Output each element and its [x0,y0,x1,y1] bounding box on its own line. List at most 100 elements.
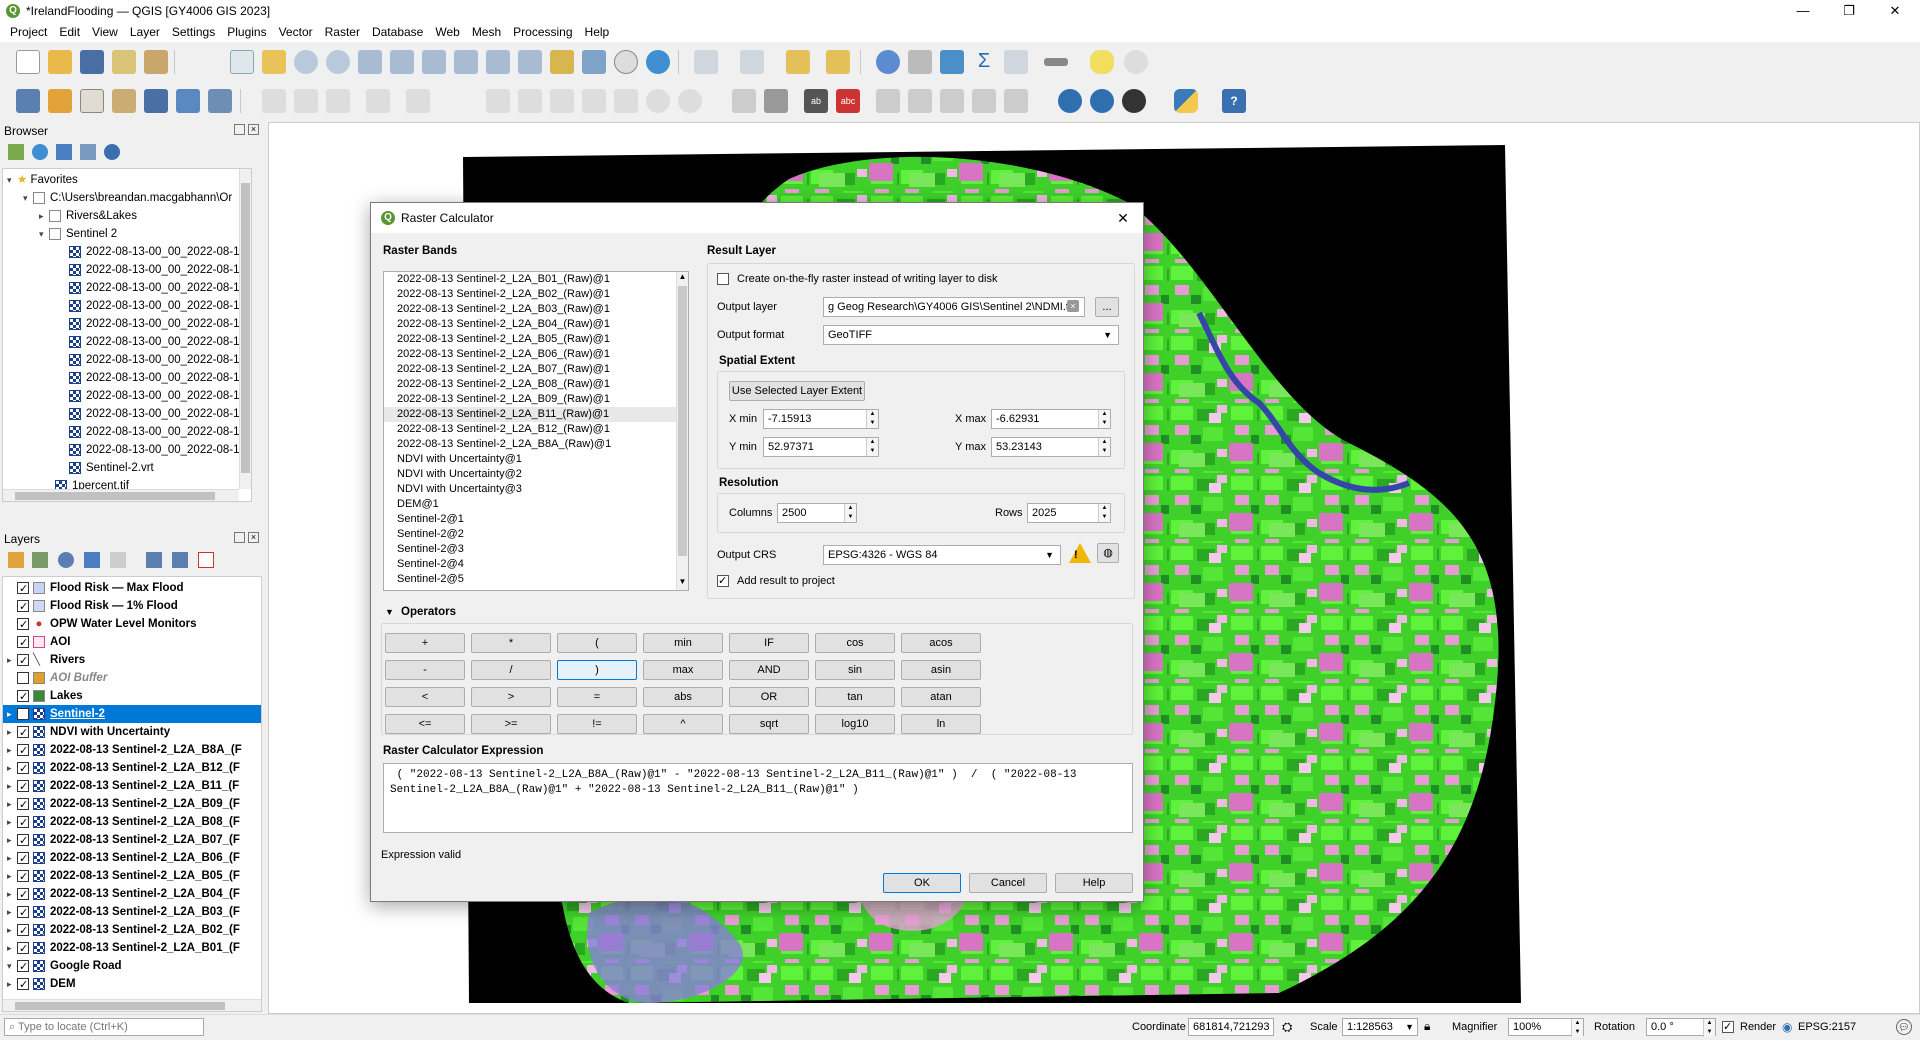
layer-item[interactable]: Flood Risk — Max Flood [7,579,261,597]
layer-visibility-checkbox[interactable] [17,922,29,939]
band-item[interactable]: Sentinel-2@1 [397,513,464,525]
layer-item[interactable]: ▾Google Road [7,957,261,975]
layer-visibility-checkbox[interactable] [17,778,29,795]
float-panel-icon[interactable] [234,124,245,135]
layer-visibility-checkbox[interactable] [17,671,29,684]
tree-item-raster-file[interactable]: 2022-08-13-00_00_2022-08-13 [69,405,246,423]
layer-item[interactable]: ▸2022-08-13 Sentinel-2_L2A_B01_(F [7,939,261,957]
menu-project[interactable]: Project [10,25,48,39]
layer-visibility-checkbox[interactable] [17,940,29,957]
deselect-icon[interactable] [786,50,810,74]
layer-item[interactable]: ▸2022-08-13 Sentinel-2_L2A_B11_(F [7,777,261,795]
tree-item-raster-file[interactable]: 2022-08-13-00_00_2022-08-13 [69,369,246,387]
band-item[interactable]: 2022-08-13 Sentinel-2_L2A_B08_(Raw)@1 [397,378,610,390]
layer-visibility-checkbox[interactable] [17,958,29,975]
add-result-checkbox[interactable]: ✓ [717,575,729,587]
browser-hscrollbar[interactable] [3,489,239,501]
render-checkbox[interactable]: ✓ [1722,1021,1734,1033]
open-project-icon[interactable] [48,50,72,74]
label-move-icon[interactable] [876,89,900,113]
new-virtual-layer-icon[interactable] [144,89,168,113]
label-show-hide-icon[interactable] [972,89,996,113]
operator-greater-equal-button[interactable]: >= [471,714,551,734]
copy-icon[interactable] [582,89,606,113]
metasearch-icon[interactable] [1058,89,1082,113]
layer-visibility-checkbox[interactable] [17,886,29,903]
layer-visibility-checkbox[interactable] [17,976,29,993]
menu-layer[interactable]: Layer [129,25,160,39]
rotation-input[interactable]: 0.0 ° ▲ ▼ [1646,1018,1716,1037]
band-item-hover[interactable]: 2022-08-13 Sentinel-2_L2A_B11_(Raw)@1 [384,407,688,422]
layer-visibility-checkbox[interactable] [17,706,29,723]
zoom-native-icon[interactable] [454,50,478,74]
tree-item-raster-file[interactable]: 2022-08-13-00_00_2022-08-13 [69,261,246,279]
tree-item-raster-file[interactable]: 2022-08-13-00_00_2022-08-13 [69,387,246,405]
tree-item-raster-file[interactable]: 2022-08-13-00_00_2022-08-13 [69,279,246,297]
filter-expression-icon[interactable] [110,552,126,568]
paste-icon[interactable] [614,89,638,113]
operator-less-equal-button[interactable]: <= [385,714,465,734]
add-feature-icon[interactable] [406,89,430,113]
messages-icon[interactable]: 💬︎ [1896,1019,1912,1035]
new-temp-layer-icon[interactable] [112,89,136,113]
tree-item-favorites[interactable]: ▾ ★ Favorites [7,174,78,186]
data-source-manager-icon[interactable] [16,89,40,113]
attribute-table-icon[interactable] [908,50,932,74]
select-location-icon[interactable] [826,50,850,74]
menu-vector[interactable]: Vector [278,25,313,39]
band-item[interactable]: Sentinel-2@3 [397,543,464,555]
layer-item[interactable]: ▸2022-08-13 Sentinel-2_L2A_B09_(F [7,795,261,813]
operator-minus-button[interactable]: - [385,660,465,680]
band-item[interactable]: 2022-08-13 Sentinel-2_L2A_B03_(Raw)@1 [397,303,610,315]
maximize-button[interactable]: ❐ [1843,3,1855,18]
layer-item[interactable]: Flood Risk — 1% Flood [7,597,261,615]
dialog-close-icon[interactable]: ✕ [1117,210,1129,226]
crs-globe-icon[interactable]: ◉ [1782,1020,1793,1034]
spinner-arrows-icon[interactable]: ▲ ▼ [1571,1019,1583,1037]
operator-max-button[interactable]: max [643,660,723,680]
close-panel-icon[interactable]: × [248,124,259,135]
operator-less-button[interactable]: < [385,687,465,707]
tree-item-folder[interactable]: ▾ C:\Users\breandan.macgabhann\Or [23,191,233,204]
tree-item-sentinel2[interactable]: ▾ Sentinel 2 [39,227,118,240]
add-group-icon[interactable] [32,552,48,568]
band-item[interactable]: 2022-08-13 Sentinel-2_L2A_B09_(Raw)@1 [397,393,610,405]
layer-item[interactable]: ▸NDVI with Uncertainty [7,723,261,741]
quickmapservices-icon[interactable] [1122,89,1146,113]
use-selected-layer-extent-button[interactable]: Use Selected Layer Extent [729,381,865,401]
operator-equal-button[interactable]: = [557,687,637,707]
scrollbar-thumb[interactable] [678,286,687,556]
menu-help[interactable]: Help [584,25,610,39]
band-item[interactable]: 2022-08-13 Sentinel-2_L2A_B8A_(Raw)@1 [397,438,612,450]
new-project-icon[interactable] [16,50,40,74]
label-props-icon[interactable] [1004,89,1028,113]
output-format-select[interactable]: GeoTIFF ▼ [823,325,1119,345]
zoom-layer-icon[interactable] [422,50,446,74]
minimize-button[interactable]: — [1796,3,1810,18]
operator-or-button[interactable]: OR [729,687,809,707]
xmin-input[interactable]: -7.15913 ▲ ▼ [763,409,879,429]
operator-acos-button[interactable]: acos [901,633,981,653]
tree-item-raster-file[interactable]: 2022-08-13-00_00_2022-08-13 [69,351,246,369]
menu-plugins[interactable]: Plugins [227,25,267,39]
ok-button[interactable]: OK [883,873,961,893]
layer-item[interactable]: ▸DEM [7,975,261,993]
layer-visibility-checkbox[interactable] [17,580,29,597]
menu-raster[interactable]: Raster [324,25,360,39]
vertex-tool-icon[interactable] [486,89,510,113]
label-rotate-icon[interactable] [908,89,932,113]
toggle-edit-icon[interactable] [294,89,318,113]
edit-pencil-icon[interactable] [262,89,286,113]
layer-visibility-checkbox[interactable] [17,724,29,741]
menu-mesh[interactable]: Mesh [471,25,502,39]
identify-icon[interactable] [876,50,900,74]
float-panel-icon[interactable] [234,532,245,543]
layer-item[interactable]: ●OPW Water Level Monitors [7,615,261,633]
layer-visibility-checkbox[interactable] [17,616,29,633]
undo-icon[interactable] [646,89,670,113]
layer-item[interactable]: ▸2022-08-13 Sentinel-2_L2A_B08_(F [7,813,261,831]
label-change-icon[interactable] [940,89,964,113]
web-search-icon[interactable] [1090,89,1114,113]
new-geopackage-icon[interactable] [48,89,72,113]
zoom-selection-icon[interactable] [390,50,414,74]
